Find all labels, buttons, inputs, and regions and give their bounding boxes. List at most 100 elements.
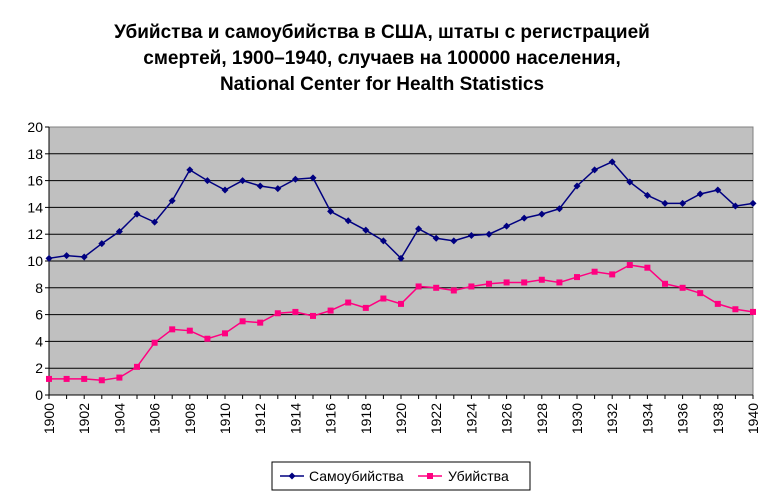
x-tick-label: 1904	[111, 403, 127, 434]
data-point-0-1926	[503, 222, 511, 230]
y-tick-label: 2	[35, 360, 43, 376]
data-point-0-1939	[731, 202, 739, 210]
data-point-0-1905	[133, 210, 141, 218]
data-point-1-1907	[169, 326, 176, 333]
data-point-1-1932	[609, 271, 616, 278]
data-point-1-1921	[415, 283, 422, 290]
data-point-0-1924	[467, 232, 475, 240]
data-point-1-1929	[556, 279, 563, 286]
data-point-0-1919	[379, 237, 387, 245]
data-point-1-1910	[222, 330, 228, 337]
x-axis: 1900 1902 1904 1906 1908 1910 1912 1914 1916 1918…	[41, 394, 761, 434]
data-point-1-1931	[591, 268, 598, 275]
data-point-0-1929	[555, 205, 563, 213]
data-point-0-1934	[643, 191, 651, 199]
x-tick-label: 1908	[182, 403, 198, 434]
x-tick-label: 1916	[323, 403, 339, 434]
data-point-1-1933	[626, 262, 633, 269]
data-point-0-1903	[98, 240, 106, 248]
data-point-0-1935	[661, 199, 669, 207]
data-point-1-1937	[697, 290, 704, 297]
data-point-1-1918	[362, 304, 369, 311]
data-point-1-1920	[398, 300, 404, 307]
data-point-1-1936	[679, 284, 686, 291]
x-tick-label: 1914	[287, 403, 303, 434]
data-point-0-1900	[45, 254, 53, 262]
data-point-1-1914	[292, 308, 299, 315]
series-layer	[45, 158, 757, 384]
y-tick-label: 6	[35, 307, 43, 323]
y-tick-label: 18	[27, 146, 43, 162]
chart-title-line-3: National Center for Health Statistics	[220, 74, 544, 95]
data-point-0-1928	[538, 210, 546, 218]
x-tick-label: 1920	[393, 403, 409, 434]
x-tick-label: 1906	[147, 403, 163, 434]
data-point-0-1904	[115, 228, 123, 236]
data-point-1-1928	[538, 276, 545, 283]
y-axis: 0 2 4 6 8 10 12 14 16 18 20	[27, 119, 50, 403]
data-point-0-1931	[591, 166, 599, 174]
data-point-1-1908	[186, 327, 193, 334]
y-tick-label: 8	[35, 280, 43, 296]
data-point-0-1907	[168, 197, 176, 205]
data-point-0-1922	[432, 234, 440, 242]
data-point-1-1905	[134, 363, 140, 370]
data-point-1-1912	[257, 319, 264, 326]
data-point-0-1930	[573, 182, 581, 190]
data-point-0-1921	[415, 225, 423, 233]
x-tick-label: 1934	[639, 403, 655, 434]
data-point-1-1916	[327, 307, 334, 314]
data-point-0-1917	[344, 217, 352, 225]
x-tick-label: 1912	[252, 403, 268, 434]
data-point-0-1938	[714, 186, 722, 194]
data-point-0-1915	[309, 174, 317, 182]
x-tick-label: 1902	[76, 403, 92, 434]
data-point-1-1904	[116, 374, 123, 381]
data-point-1-1925	[486, 280, 492, 287]
data-point-0-1912	[256, 182, 264, 190]
data-point-1-1923	[450, 287, 457, 294]
x-tick-label: 1938	[710, 403, 726, 434]
chart-title-line-2: смертей, 1900–1940, случаев на 100000 на…	[143, 48, 620, 69]
x-tick-label: 1926	[499, 403, 515, 434]
x-tick-label: 1940	[745, 403, 761, 434]
data-point-1-1915	[310, 312, 316, 319]
x-tick-label: 1918	[358, 403, 374, 434]
x-tick-label: 1924	[463, 403, 479, 434]
data-point-1-1940	[750, 308, 756, 315]
y-tick-label: 14	[27, 199, 43, 215]
data-point-0-1918	[362, 226, 370, 234]
data-point-0-1925	[485, 230, 493, 238]
data-point-0-1936	[679, 199, 687, 207]
data-point-0-1916	[327, 207, 335, 215]
legend-label-homicides: Убийства	[448, 468, 509, 484]
data-point-0-1913	[274, 185, 282, 193]
data-point-1-1901	[63, 375, 70, 382]
y-tick-label: 10	[27, 253, 43, 269]
legend-marker-homicides	[427, 473, 433, 479]
data-point-0-1909	[203, 177, 211, 185]
x-tick-label: 1932	[604, 403, 620, 434]
data-point-1-1900	[46, 375, 52, 382]
data-point-1-1930	[574, 274, 580, 281]
data-point-0-1940	[749, 199, 757, 207]
data-point-1-1913	[274, 310, 281, 317]
data-point-0-1914	[291, 175, 299, 183]
legend: Самоубийства Убийства	[271, 461, 531, 491]
data-point-0-1911	[239, 177, 247, 185]
y-tick-label: 4	[35, 333, 43, 349]
data-point-0-1933	[626, 178, 634, 186]
legend-label-suicides: Самоубийства	[309, 468, 404, 484]
data-point-1-1935	[662, 280, 668, 287]
data-point-1-1909	[204, 335, 211, 342]
data-point-1-1926	[503, 279, 510, 286]
data-point-1-1902	[81, 375, 88, 382]
data-point-1-1938	[714, 300, 721, 307]
x-tick-label: 1922	[428, 403, 444, 434]
gridlines	[49, 153, 753, 369]
y-tick-label: 0	[35, 387, 43, 403]
data-point-0-1910	[221, 186, 229, 194]
data-point-1-1906	[151, 339, 158, 346]
data-point-1-1922	[433, 284, 440, 291]
